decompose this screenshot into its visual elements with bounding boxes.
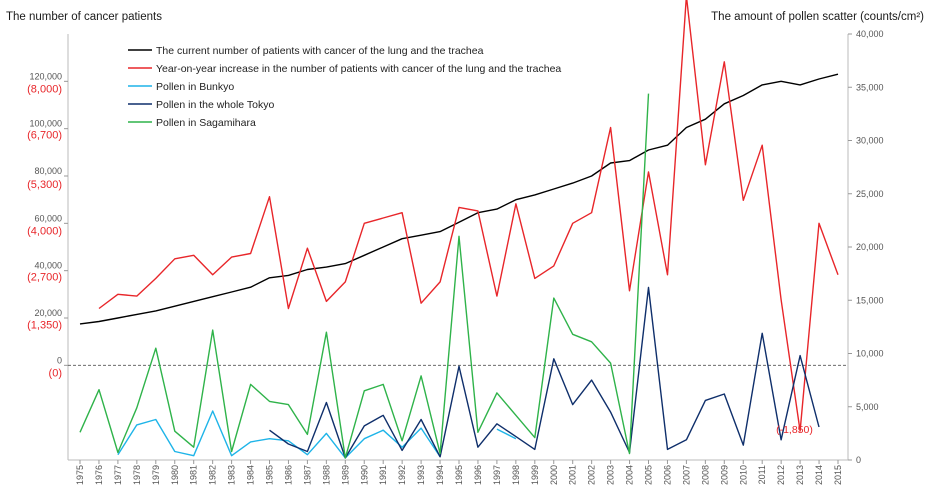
x-tick-label: 1988 xyxy=(321,465,331,485)
x-tick-label: 2001 xyxy=(568,465,578,485)
x-tick-label: 1996 xyxy=(473,465,483,485)
x-tick-label: 1975 xyxy=(75,465,85,485)
left-tick-label: 80,000 xyxy=(34,166,62,176)
x-tick-label: 1990 xyxy=(359,465,369,485)
x-tick-label: 1999 xyxy=(530,465,540,485)
x-tick-label: 2006 xyxy=(662,465,672,485)
secondary-tick-label: (0) xyxy=(49,367,62,379)
series-lines xyxy=(79,0,839,459)
x-tick-label: 1977 xyxy=(113,465,123,485)
x-tick-label: 2009 xyxy=(719,465,729,485)
annotation-label: (-1,850) xyxy=(776,424,813,436)
annotations: (-1,850) xyxy=(776,424,813,436)
x-tick-label: 1979 xyxy=(151,465,161,485)
x-tick-label: 1981 xyxy=(189,465,199,485)
x-tick-label: 2011 xyxy=(757,465,767,484)
x-tick-label: 2007 xyxy=(681,465,691,485)
legend-label: The current number of patients with canc… xyxy=(156,45,484,57)
x-tick-label: 2008 xyxy=(700,465,710,485)
right-tick-label: 15,000 xyxy=(856,295,884,305)
left-tick-label: 0 xyxy=(57,355,62,365)
legend-label: Year-on-year increase in the number of p… xyxy=(156,63,561,75)
x-tick-label: 1991 xyxy=(378,465,388,485)
right-axis-ticks: 0 5,000 10,000 15,000 20,000 25,000 30,000 35,0… xyxy=(848,29,884,465)
left-tick-label: 100,000 xyxy=(29,119,62,129)
secondary-tick-label: (4,000) xyxy=(27,225,62,237)
x-tick-label: 2004 xyxy=(625,465,635,485)
right-axis-title: The amount of pollen scatter (counts/cm²… xyxy=(711,11,924,23)
x-tick-label: 2002 xyxy=(587,465,597,485)
x-tick-label: 1998 xyxy=(511,465,521,485)
x-tick-label: 2010 xyxy=(738,465,748,485)
right-tick-label: 25,000 xyxy=(856,189,884,199)
legend-label: Pollen in Sagamihara xyxy=(156,117,256,129)
x-tick-label: 1984 xyxy=(246,465,256,485)
x-tick-label: 2015 xyxy=(833,465,843,485)
series-line-3 xyxy=(117,410,441,459)
left-tick-label: 40,000 xyxy=(34,261,62,271)
x-tick-label: 1986 xyxy=(283,465,293,485)
right-tick-label: 10,000 xyxy=(856,349,884,359)
left-tick-label: 60,000 xyxy=(34,213,62,223)
series-line-4 xyxy=(269,286,820,459)
secondary-tick-label: (8,000) xyxy=(27,83,62,95)
series-line-3 xyxy=(496,428,517,440)
secondary-tick-label: (5,300) xyxy=(27,179,62,191)
x-tick-label: 2000 xyxy=(549,465,559,485)
left-axis-title: The number of cancer patients xyxy=(6,11,162,23)
x-tick-label: 1985 xyxy=(265,465,275,485)
x-tick-label: 1992 xyxy=(397,465,407,485)
x-tick-label: 2014 xyxy=(814,465,824,485)
series-line-5 xyxy=(79,93,650,459)
secondary-tick-label: (6,700) xyxy=(27,129,62,141)
x-tick-label: 1995 xyxy=(454,465,464,485)
x-tick-label: 1994 xyxy=(435,465,445,485)
secondary-tick-label: (1,350) xyxy=(27,319,62,331)
right-tick-label: 40,000 xyxy=(856,29,884,39)
right-tick-label: 35,000 xyxy=(856,82,884,92)
x-axis-ticks: 1975 1976 1977 1978 1979 1980 1981 1982 1983 1984… xyxy=(75,460,843,485)
legend-label: Pollen in Bunkyo xyxy=(156,81,234,93)
x-tick-label: 1997 xyxy=(492,465,502,485)
legend-label: Pollen in the whole Tokyo xyxy=(156,99,274,111)
x-tick-label: 2005 xyxy=(644,465,654,485)
x-tick-label: 1989 xyxy=(340,465,350,485)
x-tick-label: 1976 xyxy=(94,465,104,485)
right-tick-label: 5,000 xyxy=(856,402,879,412)
legend: The current number of patients with canc… xyxy=(128,45,561,129)
left-axis-ticks: 0 20,000 40,000 60,000 80,000 100,000 120,000 (… xyxy=(27,71,68,379)
series-line-2 xyxy=(98,0,839,432)
x-tick-label: 1982 xyxy=(208,465,218,485)
left-tick-label: 120,000 xyxy=(29,71,62,81)
x-tick-label: 2012 xyxy=(776,465,786,485)
x-tick-label: 2013 xyxy=(795,465,805,485)
x-tick-label: 1983 xyxy=(227,465,237,485)
right-tick-label: 0 xyxy=(856,455,861,465)
x-tick-label: 1978 xyxy=(132,465,142,485)
series-line-1 xyxy=(79,73,839,325)
x-tick-label: 2003 xyxy=(606,465,616,485)
right-tick-label: 20,000 xyxy=(856,242,884,252)
right-tick-label: 30,000 xyxy=(856,136,884,146)
x-tick-label: 1987 xyxy=(302,465,312,485)
secondary-tick-label: (2,700) xyxy=(27,271,62,283)
x-tick-label: 1993 xyxy=(416,465,426,485)
x-tick-label: 1980 xyxy=(170,465,180,485)
left-tick-label: 20,000 xyxy=(34,308,62,318)
